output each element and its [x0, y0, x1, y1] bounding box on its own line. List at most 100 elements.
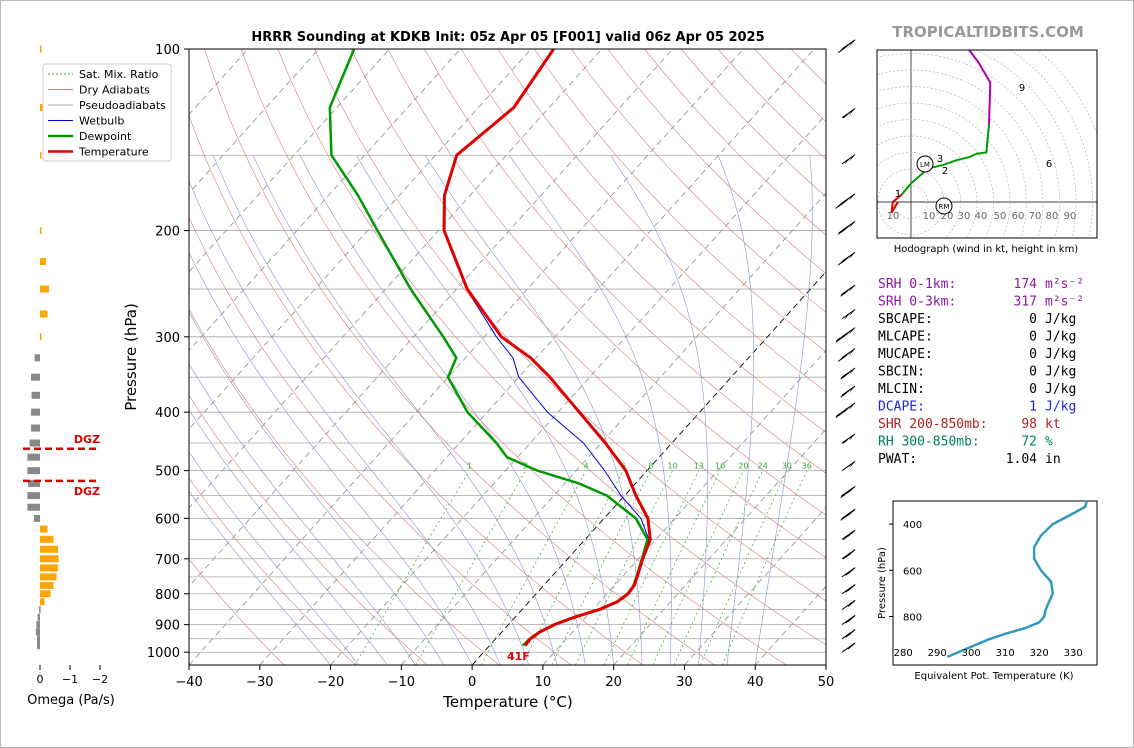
- index-row: SBCAPE: 0 J/kg: [878, 312, 1076, 327]
- wind-barb: [837, 348, 856, 362]
- wind-barb: [837, 220, 856, 235]
- mixing-ratio-label: 36: [802, 462, 812, 471]
- barb-feather: [845, 585, 853, 593]
- x-tick-label: 20: [605, 675, 622, 690]
- index-value: 0: [1029, 330, 1037, 345]
- index-label: PWAT:: [878, 452, 917, 467]
- omega-bar: [27, 467, 40, 475]
- index-value: 1.04: [1006, 452, 1037, 467]
- index-unit: kt: [1045, 417, 1061, 432]
- isotherm-line: [259, 49, 815, 665]
- pseudoadiabat-line: [356, 155, 614, 665]
- hodo-ring: [877, 53, 1060, 238]
- omega-bar: [35, 628, 40, 636]
- omega-bar: [31, 373, 40, 381]
- wind-barb: [841, 529, 856, 541]
- omega-x-label: Omega (Pa/s): [27, 693, 115, 708]
- mixing-ratio-line: [603, 470, 700, 665]
- pseudoadiabat-line: [509, 155, 672, 665]
- barb-flag: [849, 285, 856, 293]
- wind-barb: [841, 615, 856, 626]
- dry-adiabat-line: [189, 558, 285, 665]
- hodo-ring: [877, 102, 1011, 238]
- y-tick-label: 400: [155, 406, 180, 421]
- omega-bar: [31, 408, 40, 416]
- surface-temp-label: 41F: [507, 650, 530, 663]
- barb-flag: [849, 154, 856, 162]
- mixing-ratio-line: [673, 470, 764, 665]
- hodo-ring-label: 80: [1046, 211, 1059, 222]
- index-row: DCAPE: 1 J/kg: [878, 400, 1076, 415]
- omega-bar: [40, 598, 45, 606]
- index-row: SBCIN: 0 J/kg: [878, 365, 1076, 380]
- barb-half-feather: [836, 337, 841, 342]
- hodograph-marks: 10 10 20 30 40 50 60 70 80 90 1 23 6 9 LM RM: [887, 83, 1077, 222]
- dry-adiabat-line: [314, 49, 826, 602]
- index-label: SRH 0-1km:: [878, 277, 956, 292]
- wind-barb: [841, 600, 856, 611]
- omega-bar: [31, 424, 40, 432]
- index-value: 317: [1014, 295, 1037, 310]
- pseudoadiabat-line: [424, 155, 643, 665]
- barb-half-feather: [845, 464, 851, 469]
- index-label: MUCAPE:: [878, 347, 933, 362]
- wind-barb: [841, 584, 856, 595]
- dgz-label-top: DGZ: [74, 433, 100, 446]
- index-value: 72: [1021, 435, 1037, 450]
- wind-barb: [837, 251, 856, 266]
- barb-half-feather: [840, 492, 846, 497]
- x-tick-label: −30: [246, 675, 273, 690]
- barb-half-feather: [840, 291, 846, 296]
- pseudoadiabat-line: [189, 490, 331, 665]
- barb-flag: [849, 368, 856, 376]
- omega-bar: [40, 555, 59, 563]
- hodo-ring-label: 10: [887, 211, 900, 222]
- hodo-ring: [877, 69, 1044, 238]
- wind-barb: [840, 486, 856, 498]
- theta-e-x-label: Equivalent Pot. Temperature (K): [914, 671, 1073, 682]
- wind-barb: [841, 309, 856, 320]
- barb-flag: [849, 108, 856, 116]
- omega-bar: [40, 151, 42, 159]
- legend-label: Wetbulb: [79, 115, 124, 128]
- omega-bar: [28, 479, 40, 487]
- wind-barb: [841, 154, 856, 166]
- isotherm-line: [825, 664, 826, 665]
- index-label: RH 300-850mb:: [878, 435, 980, 450]
- wind-barb: [841, 108, 856, 119]
- dry-adiabat-line: [387, 49, 826, 516]
- x-tick-label: −40: [175, 675, 202, 690]
- hodo-ring: [974, 50, 1077, 238]
- mixing-ratio-line: [521, 470, 624, 665]
- hodo-ring: [877, 119, 994, 238]
- index-unit: J/kg: [1045, 312, 1076, 327]
- hodo-height-label: 1: [895, 189, 901, 200]
- barb-flag: [849, 402, 856, 410]
- wind-barb: [840, 385, 856, 398]
- index-value: 98: [1021, 417, 1037, 432]
- omega-bar: [29, 439, 40, 447]
- hodo-segment: [890, 193, 903, 214]
- hodo-ring: [877, 86, 1027, 238]
- storm-motion-marker: [935, 197, 953, 215]
- x-tick-label: 50: [818, 675, 835, 690]
- index-row: SRH 0-1km: 174 m²s⁻²: [878, 277, 1084, 292]
- hodo-ring-label: 40: [975, 211, 988, 222]
- index-value: 1: [1029, 400, 1037, 415]
- pseudoadiabat-line: [189, 363, 416, 665]
- series-temperature-line: [442, 49, 652, 647]
- barb-flag: [849, 348, 856, 356]
- hodo-ring: [1009, 50, 1093, 238]
- index-value: 174: [1014, 277, 1038, 292]
- omega-bar: [31, 391, 40, 399]
- chart-title: HRRR Sounding at KDKB Init: 05z Apr 05 […: [251, 30, 764, 45]
- pseudoadiabat-line: [189, 180, 501, 665]
- hodograph-caption: Hodograph (wind in kt, height in km): [894, 244, 1079, 255]
- theta-e-x-tick: 310: [996, 648, 1015, 659]
- barb-half-feather: [843, 534, 849, 539]
- barb-half-feather: [848, 644, 853, 649]
- pseudoadiabat-line: [189, 251, 473, 665]
- pseudoadiabat-line: [212, 155, 529, 665]
- pseudoadiabat-line: [299, 155, 586, 665]
